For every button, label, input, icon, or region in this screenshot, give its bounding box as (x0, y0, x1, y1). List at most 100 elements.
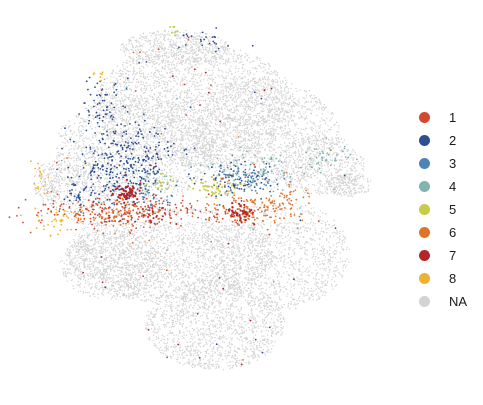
point-na-403 (178, 62, 181, 65)
point-na-1753 (157, 85, 160, 88)
point-na-2921 (80, 130, 83, 133)
point-na-4811 (294, 102, 297, 104)
point-na-4275 (310, 149, 312, 151)
point-na-4986 (245, 82, 247, 84)
point-na-3814 (164, 164, 166, 166)
point-na-2019 (237, 70, 239, 73)
point-na-2134 (214, 93, 217, 95)
point-na-603 (140, 62, 142, 64)
point-na-1156 (182, 145, 184, 147)
point-na-4589 (272, 156, 274, 158)
point-na-4247 (203, 123, 205, 125)
point-na-1653 (149, 54, 151, 56)
point-na-1504 (138, 154, 140, 156)
point-na-1928 (210, 108, 212, 110)
point-na-2946 (90, 107, 92, 110)
point-na-2508 (253, 107, 256, 110)
point-na-3963 (77, 156, 79, 159)
point-na-2653 (137, 155, 140, 157)
point-na-1420 (187, 59, 190, 61)
point-na-2539 (165, 132, 168, 134)
point-na-3082 (62, 146, 65, 149)
point-na-4962 (314, 100, 316, 103)
point-na-2959 (70, 140, 72, 143)
point-na-3275 (171, 129, 173, 131)
point-na-3975 (182, 192, 184, 194)
point-na-2295 (139, 72, 141, 75)
point-na-2106 (130, 102, 133, 104)
point-na-4729 (268, 149, 271, 152)
point-na-3431 (141, 99, 143, 102)
point-na-4834 (283, 132, 286, 134)
point-na-2221 (135, 100, 137, 102)
point-na-136 (180, 127, 182, 129)
point-na-4519 (242, 98, 245, 101)
point-na-4557 (318, 127, 321, 130)
point-na-2467 (173, 77, 175, 79)
point-na-3982 (93, 102, 96, 104)
point-na-4136 (209, 114, 212, 116)
point-na-2721 (164, 154, 167, 157)
point-na-1604 (280, 135, 282, 137)
point-na-2030 (169, 137, 172, 139)
point-na-2275 (142, 72, 145, 74)
point-na-2521 (137, 115, 139, 117)
point-na-1074 (239, 105, 241, 108)
point-na-4158 (229, 125, 231, 127)
point-na-1689 (113, 96, 116, 98)
point-na-2688 (168, 118, 170, 120)
point-na-156 (127, 128, 130, 130)
point-na-3960 (164, 109, 167, 112)
point-na-4739 (306, 127, 308, 129)
point-na-950 (266, 71, 268, 74)
point-na-3284 (129, 133, 131, 136)
point-na-4541 (286, 173, 289, 175)
point-na-3973 (142, 134, 145, 137)
point-na-382 (104, 111, 107, 113)
point-na-461 (258, 100, 260, 102)
point-na-2012 (143, 75, 145, 78)
point-na-333 (264, 69, 266, 71)
point-na-3559 (166, 101, 168, 103)
point-na-4154 (296, 100, 299, 102)
point-na-2302 (180, 147, 183, 149)
point-na-160 (113, 76, 115, 78)
point-na-3948 (196, 123, 198, 126)
point-na-4128 (304, 111, 307, 113)
point-na-2351 (252, 147, 254, 150)
point-na-3509 (145, 114, 148, 116)
point-na-31 (192, 80, 194, 83)
point-na-1436 (247, 54, 249, 56)
point-na-4046 (257, 84, 259, 86)
point-na-4995 (201, 119, 203, 121)
point-na-562 (135, 103, 137, 105)
point-na-4927 (267, 138, 269, 140)
point-na-1622 (251, 127, 253, 130)
point-na-2091 (235, 109, 238, 111)
point-na-692 (186, 103, 188, 106)
point-na-3751 (72, 177, 74, 179)
point-na-523 (163, 76, 165, 78)
point-na-2748 (175, 127, 177, 129)
point-na-1771 (219, 54, 222, 56)
point-na-3825 (173, 147, 175, 149)
point-na-3556 (125, 138, 127, 141)
point-na-1873 (247, 138, 250, 140)
point-na-4330 (209, 146, 211, 148)
point-na-2477 (179, 108, 182, 110)
point-na-3251 (136, 130, 138, 133)
point-na-2232 (248, 57, 250, 59)
point-na-236 (191, 83, 194, 85)
point-na-2343 (241, 101, 243, 104)
point-na-3506 (179, 117, 181, 119)
point-na-4828 (225, 130, 228, 132)
point-na-2111 (133, 130, 135, 133)
point-na-1428 (98, 108, 100, 111)
point-na-1734 (197, 73, 200, 75)
point-na-542 (186, 94, 188, 97)
point-na-1081 (101, 84, 103, 87)
point-na-1798 (243, 146, 245, 149)
point-na-1643 (240, 146, 243, 148)
point-na-1275 (124, 77, 127, 79)
point-na-470 (281, 110, 283, 113)
